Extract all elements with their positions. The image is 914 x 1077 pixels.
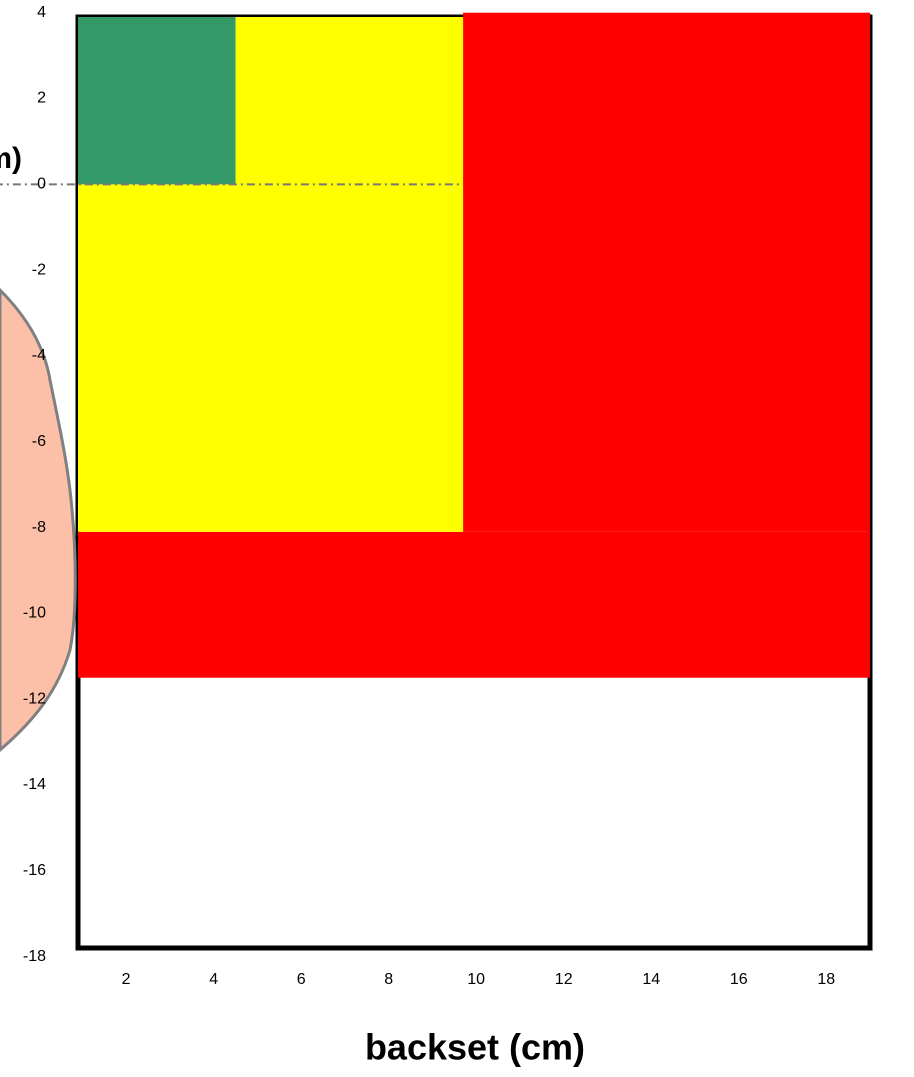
y-tick-label: -8 [32,519,46,536]
x-tick-label: 14 [642,971,660,988]
x-tick-label: 2 [122,971,131,988]
region [78,532,870,678]
x-tick-label: 6 [297,971,306,988]
x-tick-label: 4 [209,971,218,988]
region [463,13,870,532]
region [78,17,236,184]
y-tick-label: -12 [23,690,46,707]
chart: height (cm) backset (cm) 4 2 0 -2 -4 -6 -8 -10 -… [0,0,914,1077]
y-tick-label: -10 [23,605,46,622]
y-tick-label: 4 [37,4,46,21]
x-tick-label: 10 [467,971,485,988]
x-tick-label: 8 [384,971,393,988]
y-tick-label: -16 [23,862,46,879]
regions [78,13,870,678]
y-tick-label: 0 [37,176,46,193]
y-tick-label: -4 [32,347,46,364]
x-axis-title: backset (cm) [365,1027,585,1068]
y-tick-label: -18 [23,948,46,965]
x-tick-label: 18 [817,971,835,988]
y-tick-label: -14 [23,776,46,793]
y-tick-label: -6 [32,433,46,450]
y-tick-label: 2 [37,90,46,107]
x-tick-label: 12 [555,971,573,988]
x-tick-label: 16 [730,971,748,988]
y-axis-title: height (cm) [0,142,22,175]
y-tick-label: -2 [32,261,46,278]
